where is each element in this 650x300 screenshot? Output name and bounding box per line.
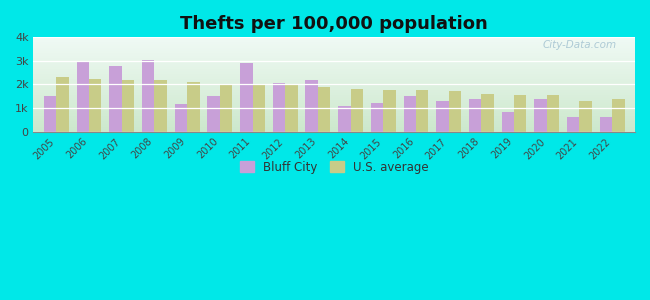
- Bar: [220, 84, 232, 131]
- Bar: [187, 82, 200, 131]
- Bar: [384, 90, 396, 131]
- Text: City-Data.com: City-Data.com: [543, 40, 617, 50]
- Bar: [469, 99, 482, 131]
- Bar: [547, 95, 559, 131]
- Bar: [338, 106, 350, 131]
- Bar: [285, 85, 298, 131]
- Bar: [240, 63, 252, 131]
- Bar: [514, 95, 526, 131]
- Bar: [57, 77, 69, 131]
- Bar: [482, 94, 494, 131]
- Legend: Bluff City, U.S. average: Bluff City, U.S. average: [235, 156, 434, 178]
- Bar: [89, 79, 101, 131]
- Bar: [448, 91, 461, 131]
- Bar: [534, 99, 547, 131]
- Bar: [350, 89, 363, 131]
- Bar: [44, 96, 57, 131]
- Bar: [436, 101, 448, 131]
- Bar: [109, 66, 122, 131]
- Bar: [502, 112, 514, 131]
- Bar: [416, 90, 428, 131]
- Bar: [579, 101, 592, 131]
- Bar: [273, 83, 285, 131]
- Bar: [318, 87, 330, 131]
- Bar: [122, 80, 134, 131]
- Bar: [612, 99, 625, 131]
- Bar: [142, 60, 155, 131]
- Bar: [252, 85, 265, 131]
- Bar: [155, 80, 167, 131]
- Bar: [306, 80, 318, 131]
- Bar: [600, 117, 612, 131]
- Bar: [371, 103, 384, 131]
- Title: Thefts per 100,000 population: Thefts per 100,000 population: [180, 15, 488, 33]
- Bar: [567, 117, 579, 131]
- Bar: [77, 61, 89, 131]
- Bar: [207, 96, 220, 131]
- Bar: [404, 96, 416, 131]
- Bar: [175, 104, 187, 131]
